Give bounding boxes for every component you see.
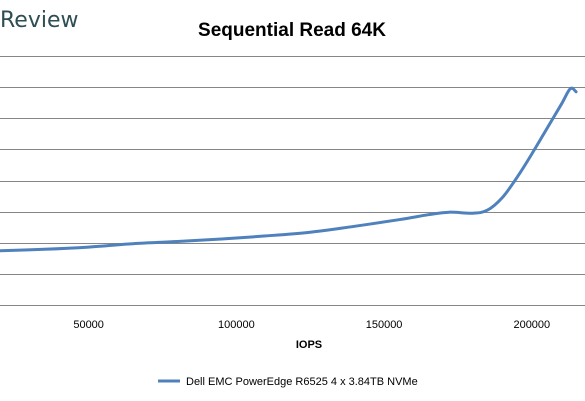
brand-logo-text: Review: [0, 8, 79, 33]
x-tick-label: 50000: [73, 319, 104, 331]
series-lines: [0, 86, 578, 253]
legend-entry: Dell EMC PowerEdge R6525 4 x 3.84TB NVMe: [186, 376, 418, 388]
gridlines: [0, 56, 585, 306]
chart-title: Sequential Read 64K: [198, 20, 386, 41]
x-tick-label: 100000: [218, 319, 255, 331]
x-tick-label: 150000: [366, 319, 403, 331]
x-axis-ticks: 50000 100000 150000 200000: [73, 319, 550, 331]
x-axis-label: IOPS: [296, 339, 322, 351]
legend: Dell EMC PowerEdge R6525 4 x 3.84TB NVMe: [158, 376, 418, 388]
series-line: [0, 86, 578, 253]
x-tick-label: 200000: [513, 319, 550, 331]
